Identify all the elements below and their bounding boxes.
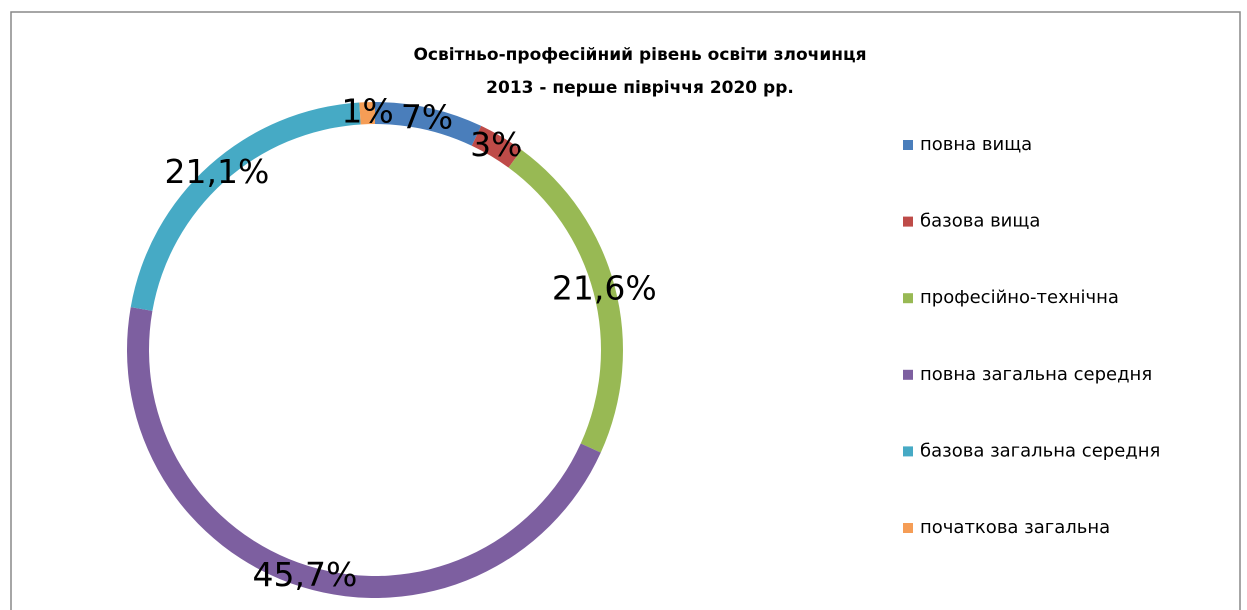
- doughnut-segment: [375, 102, 482, 146]
- legend-swatch: [903, 523, 913, 533]
- chart-frame: [10, 11, 1241, 610]
- legend-swatch: [903, 140, 913, 150]
- legend-swatch: [903, 369, 913, 380]
- data-label: 45,7%: [252, 555, 357, 594]
- data-label: 7%: [401, 97, 453, 136]
- legend-swatch: [903, 216, 913, 227]
- legend-label: повна загальна середня: [920, 364, 1152, 385]
- legend-label: базова вища: [920, 211, 1040, 232]
- data-label: 1%: [341, 92, 393, 131]
- legend-label: професійно-технічна: [920, 287, 1119, 308]
- data-label: 3%: [470, 125, 522, 164]
- data-label: 21,6%: [552, 268, 657, 307]
- legend-label: початкова загальна: [920, 517, 1110, 538]
- chart-title: Освітньо-професійний рівень освіти злочи…: [413, 45, 866, 65]
- legend-label: повна вища: [920, 134, 1032, 155]
- doughnut-segment: [508, 149, 623, 453]
- data-label: 21,1%: [165, 152, 270, 191]
- doughnut-segment: [359, 102, 375, 125]
- doughnut-segment: [130, 102, 361, 311]
- doughnut-segment: [471, 125, 522, 168]
- legend-swatch: [903, 446, 913, 457]
- legend-swatch: [903, 293, 913, 304]
- chart-subtitle: 2013 - перше півріччя 2020 рр.: [486, 78, 794, 98]
- legend-label: базова загальна середня: [920, 440, 1160, 461]
